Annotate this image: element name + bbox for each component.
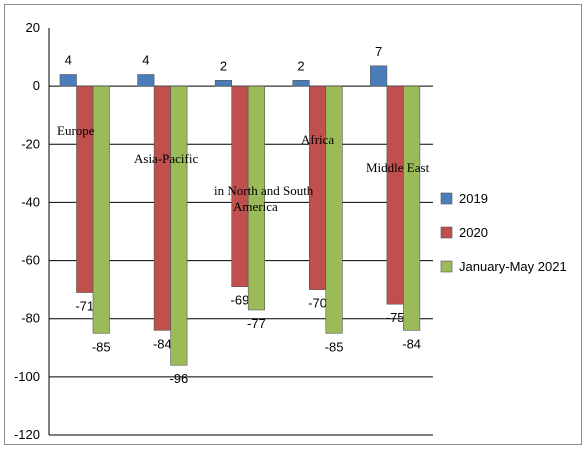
y-tick-label-6: -100 [14,369,40,384]
legend-swatch-2 [440,260,453,273]
bar-2019-4 [370,65,388,87]
data-label-1-2: -69 [231,293,250,308]
legend-label-2: January-May 2021 [459,259,567,274]
data-label-2-2: -77 [247,316,266,331]
data-label-2-0: -85 [92,339,111,354]
legend-label-1: 2020 [459,225,488,240]
category-label-0: Europe [57,123,95,138]
bar-january-may-2021-2 [247,85,265,311]
data-label-2-1: -96 [169,371,188,386]
category-label-1: Asia-Pacific [134,151,198,166]
y-tick-label-4: -60 [21,253,40,268]
category-label-3: Africa [301,132,334,147]
data-label-0-4: 7 [375,44,382,59]
y-tick-label-1: 0 [33,78,40,93]
data-label-1-1: -84 [153,336,172,351]
bar-january-may-2021-3 [325,85,343,334]
bar-2020-4 [386,85,404,305]
legend-swatch-1 [440,226,453,239]
y-tick-label-3: -40 [21,194,40,209]
y-tick-label-7: -120 [14,427,40,442]
bar-january-may-2021-1 [170,85,188,366]
bar-january-may-2021-0 [92,85,110,334]
bar-2019-0 [59,74,77,87]
y-tick-label-5: -80 [21,311,40,326]
chart-frame [4,4,582,445]
bar-2019-1 [137,74,155,87]
bar-2019-3 [292,80,310,87]
y-tick-label-0: 20 [26,20,40,35]
legend-swatch-0 [440,192,453,205]
category-label-4: Middle East [366,160,430,175]
data-label-0-1: 4 [142,53,149,68]
y-tick-label-2: -20 [21,136,40,151]
data-label-0-3: 2 [297,58,304,73]
bar-2020-0 [76,85,94,293]
data-label-0-2: 2 [220,58,227,73]
data-label-2-4: -84 [402,336,421,351]
data-label-1-4: -75 [386,310,405,325]
data-label-1-0: -71 [75,299,94,314]
data-label-1-3: -70 [308,296,327,311]
bar-2020-1 [153,85,171,331]
data-label-0-0: 4 [65,53,72,68]
data-label-2-3: -85 [325,339,344,354]
bar-january-may-2021-4 [403,85,421,331]
category-label-2: in North and South America [214,183,314,214]
bar-2019-2 [214,80,232,87]
legend-label-0: 2019 [459,191,488,206]
